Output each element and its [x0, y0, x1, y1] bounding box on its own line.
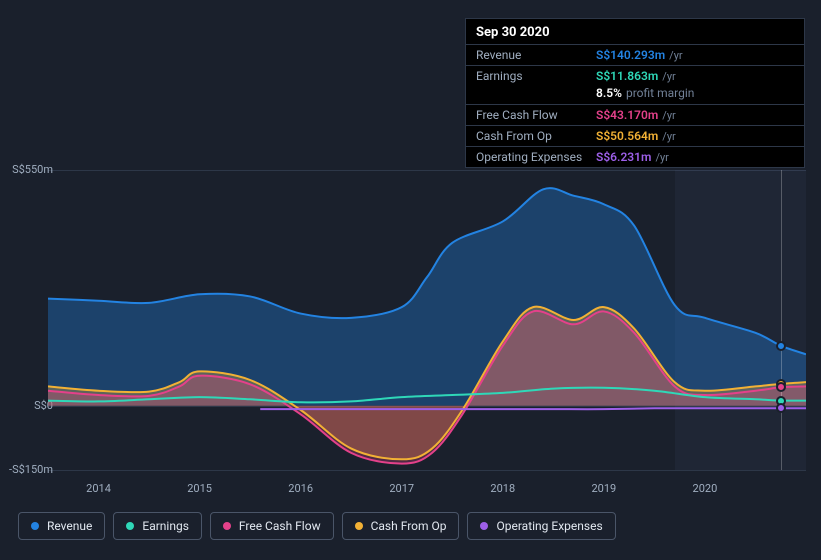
chart-tooltip: Sep 30 2020 RevenueS$140.293m/yrEarnings… [465, 18, 805, 168]
legend-label: Earnings [142, 519, 189, 533]
tooltip-sub-value: 8.5% [596, 86, 622, 100]
financials-chart[interactable] [48, 170, 806, 470]
tooltip-row-suffix: /yr [669, 49, 682, 62]
x-tick-label: 2014 [86, 482, 111, 495]
legend-item-cash-from-op[interactable]: Cash From Op [342, 512, 460, 540]
legend-dot-icon [355, 522, 363, 530]
tooltip-row: Free Cash FlowS$43.170m/yr [466, 104, 804, 125]
tooltip-row: Cash From OpS$50.564m/yr [466, 125, 804, 146]
grid-line [48, 470, 806, 471]
tooltip-row-label: Revenue [476, 48, 596, 62]
x-tick-label: 2015 [187, 482, 212, 495]
tooltip-row-label: Earnings [476, 69, 596, 83]
series-fill-revenue [48, 188, 806, 406]
tooltip-subrow: 8.5% profit margin [466, 86, 804, 104]
tooltip-row-value: S$50.564m [596, 129, 658, 143]
legend-item-revenue[interactable]: Revenue [18, 512, 105, 540]
tooltip-row-suffix: /yr [662, 70, 675, 83]
series-line-operating-expenses [260, 408, 806, 409]
series-marker-operating-expenses [776, 403, 786, 413]
x-tick-label: 2017 [389, 482, 414, 495]
x-tick-label: 2019 [591, 482, 616, 495]
tooltip-row-suffix: /yr [662, 109, 675, 122]
x-tick-label: 2016 [288, 482, 313, 495]
y-tick-label: -S$150m [9, 463, 53, 476]
legend-item-free-cash-flow[interactable]: Free Cash Flow [210, 512, 334, 540]
tooltip-row-value: S$11.863m [596, 69, 658, 83]
legend-label: Operating Expenses [496, 519, 602, 533]
tooltip-sub-label: profit margin [626, 86, 694, 100]
legend-dot-icon [126, 522, 134, 530]
tooltip-row-label: Cash From Op [476, 129, 596, 143]
legend-item-earnings[interactable]: Earnings [113, 512, 202, 540]
tooltip-row-value: S$6.231m [596, 150, 651, 164]
chart-cursor [781, 170, 782, 470]
legend-dot-icon [31, 522, 39, 530]
tooltip-row-value: S$140.293m [596, 48, 665, 62]
legend-dot-icon [223, 522, 231, 530]
series-marker-revenue [776, 341, 786, 351]
chart-legend: Revenue Earnings Free Cash Flow Cash From O… [18, 512, 616, 540]
x-tick-label: 2018 [490, 482, 515, 495]
tooltip-row-value: S$43.170m [596, 108, 658, 122]
tooltip-row: Operating ExpensesS$6.231m/yr [466, 146, 804, 167]
tooltip-row-suffix: /yr [655, 151, 668, 164]
tooltip-row: RevenueS$140.293m/yr [466, 44, 804, 65]
y-tick-label: S$550m [12, 163, 53, 176]
tooltip-row-label: Operating Expenses [476, 150, 596, 164]
tooltip-row-label: Free Cash Flow [476, 108, 596, 122]
x-tick-label: 2020 [693, 482, 718, 495]
legend-label: Revenue [47, 519, 92, 533]
tooltip-row-suffix: /yr [662, 130, 675, 143]
legend-item-operating-expenses[interactable]: Operating Expenses [467, 512, 615, 540]
tooltip-row: EarningsS$11.863m/yr [466, 65, 804, 86]
legend-dot-icon [480, 522, 488, 530]
legend-label: Cash From Op [371, 519, 447, 533]
series-marker-free-cash-flow [776, 382, 786, 392]
tooltip-date: Sep 30 2020 [466, 19, 804, 44]
legend-label: Free Cash Flow [239, 519, 321, 533]
